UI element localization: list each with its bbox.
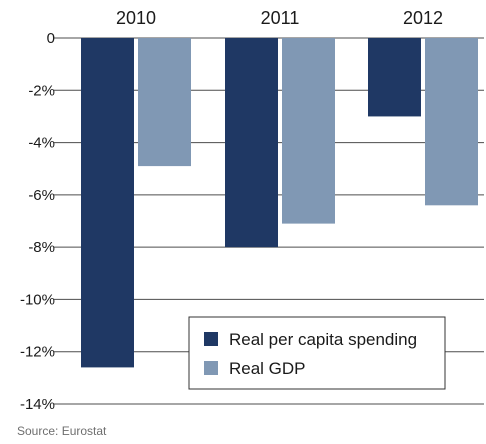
- y-tick-label: -8%: [28, 239, 55, 256]
- category-label-2011: 2011: [261, 8, 300, 28]
- y-axis-tick-labels: 0 -2% -4% -6% -8% -10% -12% -14%: [20, 30, 55, 413]
- bar-2012-real-per-capita-spending: [368, 38, 421, 117]
- bar-2012-real-gdp: [425, 38, 478, 206]
- category-label-2010: 2010: [116, 8, 156, 28]
- y-tick-label: -14%: [20, 396, 55, 413]
- bar-2011-real-gdp: [282, 38, 335, 224]
- legend-swatch-real-gdp: [204, 361, 218, 375]
- category-label-2012: 2012: [403, 8, 443, 28]
- y-tick-label: -10%: [20, 291, 55, 308]
- legend: Real per capita spending Real GDP: [188, 316, 446, 390]
- source-note: Source: Eurostat: [17, 424, 107, 438]
- legend-swatch-real-per-capita-spending: [204, 332, 218, 346]
- bar-2010-real-per-capita-spending: [81, 38, 134, 368]
- legend-label-real-gdp: Real GDP: [229, 359, 306, 378]
- bar-2011-real-per-capita-spending: [225, 38, 278, 248]
- bars: [81, 38, 478, 368]
- bar-2010-real-gdp: [138, 38, 191, 167]
- y-tick-label: -4%: [28, 135, 55, 152]
- y-tick-label: -2%: [28, 82, 55, 99]
- legend-label-real-per-capita-spending: Real per capita spending: [229, 330, 417, 349]
- legend-box: [188, 316, 446, 390]
- y-tick-label: -6%: [28, 187, 55, 204]
- category-labels: 2010 2011 2012: [116, 8, 443, 28]
- y-tick-label: 0: [47, 30, 55, 47]
- y-tick-label: -12%: [20, 344, 55, 361]
- bar-chart: 0 -2% -4% -6% -8% -10% -12% -14% 2010 2011 2012 R…: [20, 8, 484, 413]
